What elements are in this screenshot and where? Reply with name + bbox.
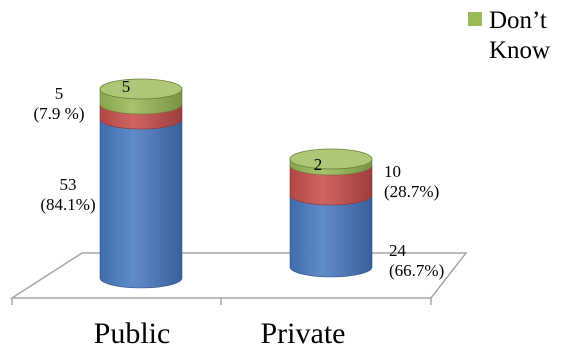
- data-label-private-0: 24 (66.7%): [389, 241, 444, 280]
- x-tick-label: Private: [261, 317, 346, 349]
- bar-public-segment-0: [99, 118, 183, 289]
- bar-public-top: [99, 78, 183, 100]
- x-tick-label: Public: [94, 317, 171, 349]
- legend-swatch: [468, 12, 482, 26]
- data-label-public-2: 5: [122, 77, 131, 96]
- data-label-private-1: 10 (28.7%): [384, 162, 439, 201]
- data-label-public-1: 5 (7.9 %): [34, 84, 85, 123]
- data-label-private-2: 2: [314, 155, 323, 174]
- bar-private-segment-0: [289, 194, 373, 278]
- data-label-public-0: 53 (84.1%): [40, 175, 95, 214]
- legend-label: Don’t Know: [489, 7, 550, 64]
- bar-private-top: [289, 148, 373, 170]
